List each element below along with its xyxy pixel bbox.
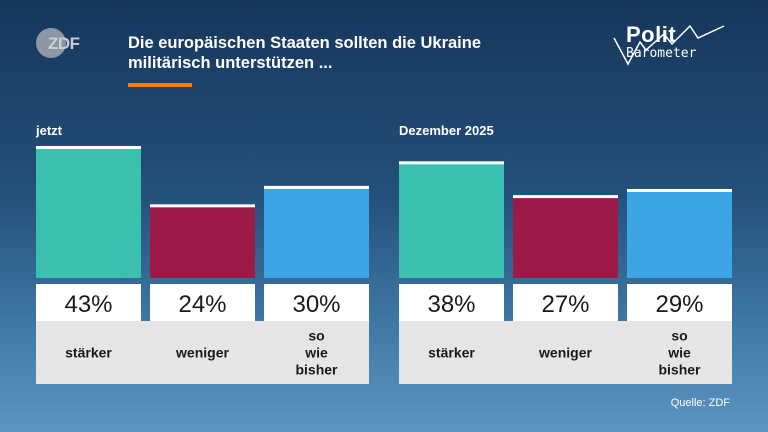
bar-top-line [627, 188, 732, 192]
bar [264, 185, 369, 278]
brand-line-2: Barometer [626, 46, 697, 61]
bar [150, 204, 255, 278]
bar [36, 145, 141, 278]
politbarometer-logo: Polit Barometer [606, 20, 734, 72]
bar [513, 195, 618, 278]
bar [399, 161, 504, 278]
category-label: stärker [65, 345, 112, 361]
accent-line [128, 83, 192, 87]
category-label: weniger [538, 345, 592, 361]
category-label: wie [667, 345, 691, 361]
value-label-box [264, 284, 369, 321]
bar-top-line [264, 185, 369, 189]
category-label: so [671, 328, 687, 344]
category-band [36, 321, 369, 384]
category-label: stärker [428, 345, 475, 361]
value-label-box [513, 284, 618, 321]
source-note: Quelle: ZDF [670, 397, 730, 409]
value-label-box [36, 284, 141, 321]
value-label: 43% [64, 291, 112, 318]
category-label: wie [304, 345, 328, 361]
value-label: 38% [427, 291, 475, 318]
group-label-december: Dezember 2025 [399, 123, 494, 138]
value-label: 24% [178, 291, 226, 318]
category-label: weniger [175, 345, 229, 361]
bar-top-line [150, 204, 255, 208]
bar-top-line [399, 161, 504, 165]
category-band [399, 321, 732, 384]
category-label: bisher [295, 362, 338, 378]
zdf-logo: ZDF [36, 28, 90, 58]
category-label: so [308, 328, 324, 344]
brand-line-1: Polit [626, 22, 677, 47]
value-label: 30% [292, 291, 340, 318]
politbarometer-logo-graphic [613, 24, 725, 66]
value-label-box [150, 284, 255, 321]
zdf-logo-text: ZDF [48, 34, 80, 53]
value-label: 27% [541, 291, 589, 318]
category-label: bisher [658, 362, 701, 378]
bar-top-line [36, 145, 141, 149]
value-label-box [399, 284, 504, 321]
bar-top-line [513, 195, 618, 199]
bar [627, 188, 732, 278]
chart-title: Die europäischen Staaten sollten die Ukr… [128, 34, 482, 72]
value-label-box [627, 284, 732, 321]
zdf-logo-disc [36, 28, 66, 58]
value-label: 29% [655, 291, 703, 318]
group-label-now: jetzt [36, 123, 62, 138]
